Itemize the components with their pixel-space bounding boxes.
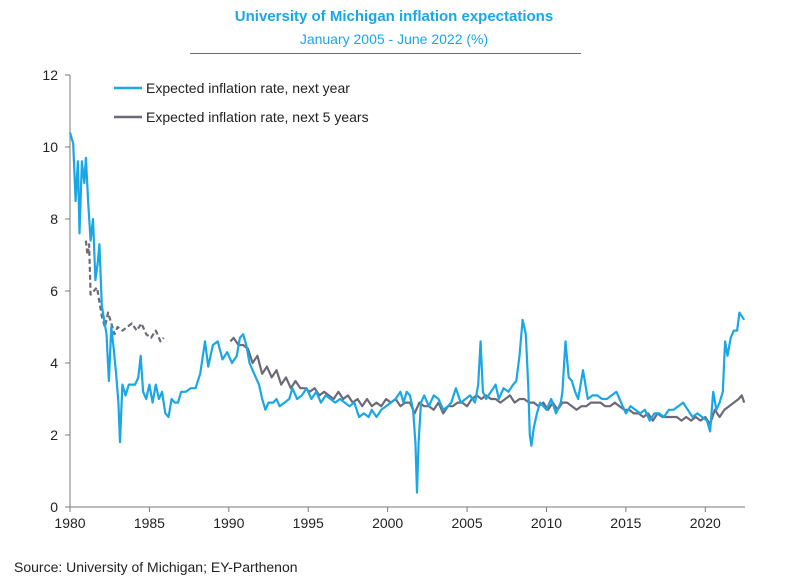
chart-subtitle: January 2005 - June 2022 (%)	[299, 31, 489, 47]
x-tick-label: 1990	[213, 515, 244, 531]
series-line-next-year	[68, 132, 746, 494]
y-tick-label: 4	[50, 355, 58, 371]
y-tick-label: 10	[42, 139, 58, 155]
legend-label: Expected inflation rate, next year	[146, 80, 350, 96]
y-tick-label: 0	[50, 499, 58, 515]
x-tick-label: 1995	[293, 515, 324, 531]
title-divider	[190, 53, 581, 54]
x-tick-label: 2000	[372, 515, 403, 531]
x-tick-label: 2020	[690, 515, 721, 531]
y-tick-label: 12	[42, 67, 58, 83]
x-tick-label: 2015	[610, 515, 641, 531]
source-note: Source: University of Michigan; EY-Parth…	[14, 559, 298, 575]
y-tick-label: 6	[50, 283, 58, 299]
x-tick-label: 1985	[134, 515, 165, 531]
legend-label: Expected inflation rate, next 5 years	[146, 109, 369, 125]
y-tick-label: 8	[50, 211, 58, 227]
x-tick-label: 2005	[451, 515, 482, 531]
y-tick-label: 2	[50, 427, 58, 443]
x-tick-label: 2010	[531, 515, 562, 531]
chart-title: University of Michigan inflation expecta…	[234, 8, 554, 25]
x-tick-label: 1980	[54, 515, 85, 531]
